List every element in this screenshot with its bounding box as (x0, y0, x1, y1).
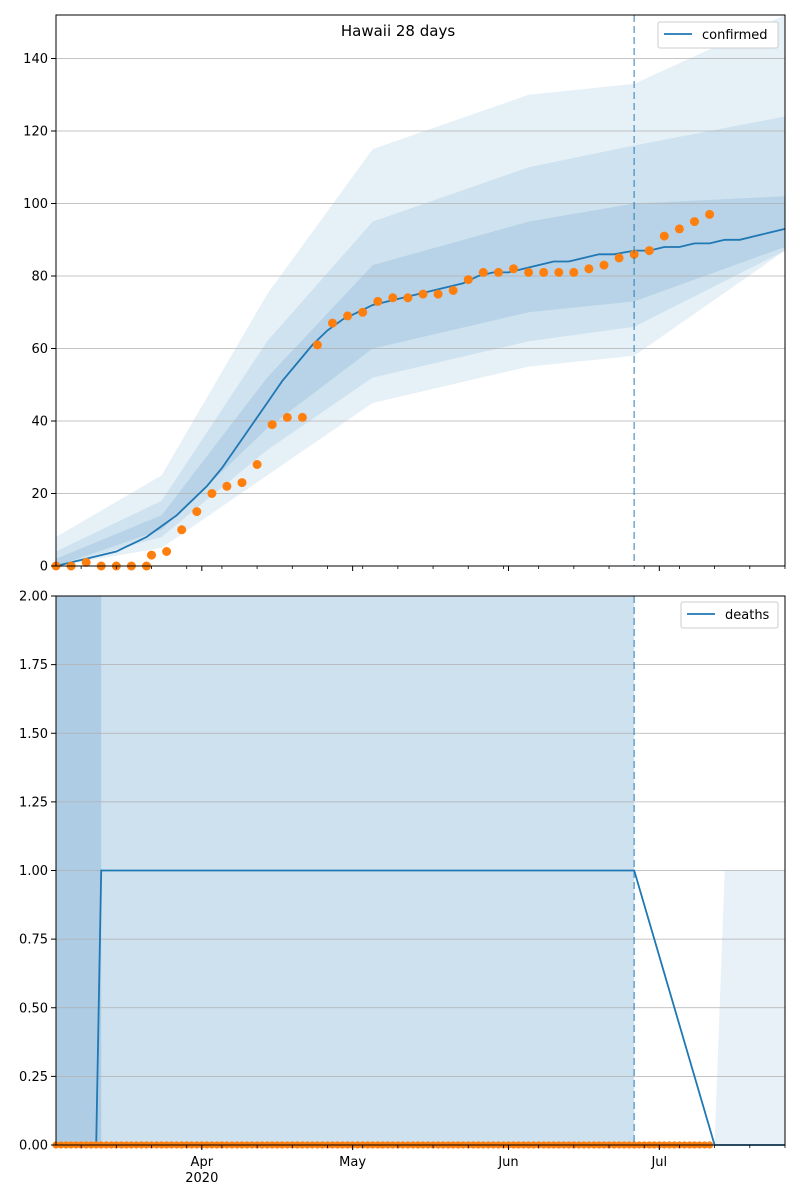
top-y-tick-label: 20 (31, 487, 48, 502)
observed-point (433, 289, 443, 299)
legend-confirmed-label: confirmed (702, 28, 768, 43)
observed-point (584, 264, 594, 274)
bottom-legend: deaths (680, 601, 779, 629)
bottom-y-tick-label: 2.00 (19, 590, 48, 605)
observed-point (478, 267, 488, 277)
observed-point (177, 525, 187, 535)
observed-point (599, 260, 609, 270)
observed-point (554, 267, 564, 277)
top-y-tick-label: 0 (40, 560, 48, 575)
observed-point (252, 460, 262, 469)
legend-deaths-label: deaths (725, 608, 770, 623)
top-y-tick-label: 40 (31, 415, 48, 430)
observed-point (388, 293, 398, 303)
top-gridlines (56, 58, 785, 494)
observed-point (463, 275, 473, 285)
bottom-x-tick-label: May (339, 1155, 366, 1170)
observed-point (644, 246, 654, 256)
observed-point (207, 489, 217, 498)
confirmed-observed-points (51, 209, 715, 571)
bottom-x-tick-label: Apr (191, 1155, 214, 1170)
confirmed-chart: 0 20 40 60 80 100 120 140 Hawaii 28 days confir… (23, 14, 786, 575)
observed-point (282, 412, 292, 422)
observed-point (81, 557, 91, 567)
observed-point (493, 267, 503, 277)
observed-point (418, 289, 428, 299)
observed-point (448, 286, 458, 295)
observed-point (222, 481, 232, 491)
observed-point (147, 550, 156, 560)
observed-point (569, 267, 579, 277)
bottom-y-tick-label: 0.75 (19, 933, 48, 948)
bottom-y-tick-label: 0.25 (19, 1070, 48, 1085)
deaths-chart: 0.00 0.25 0.50 0.75 1.00 1.25 1.50 1.75 2.00 Apr… (19, 590, 786, 1186)
observed-point (267, 420, 277, 430)
observed-point (297, 412, 307, 422)
observed-point (705, 209, 715, 219)
top-y-tick-label: 140 (23, 52, 48, 67)
top-x-axis-ticks (80, 566, 786, 571)
observed-point (312, 340, 322, 350)
top-y-tick-label: 100 (23, 197, 48, 212)
band-middle (56, 116, 785, 566)
confirmed-line (55, 228, 786, 567)
band-inner (56, 196, 785, 567)
top-legend-box (657, 21, 779, 49)
observed-point (674, 224, 684, 234)
chart-title: Hawaii 28 days (341, 22, 455, 40)
observed-point (192, 507, 202, 517)
observed-point (524, 267, 534, 277)
bottom-y-tick-label: 1.75 (19, 658, 48, 673)
top-legend: confirmed (657, 21, 779, 49)
bottom-y-tick-label: 1.25 (19, 795, 48, 810)
observed-point (403, 293, 413, 303)
observed-point (659, 231, 669, 241)
bottom-x-tick-label: Jul (650, 1155, 667, 1170)
observed-point (539, 267, 549, 277)
observed-point (629, 249, 639, 259)
top-y-tick-label: 80 (31, 270, 48, 285)
bottom-legend-box (680, 601, 779, 629)
bottom-y-tick-label: 0.00 (19, 1139, 48, 1154)
observed-point (509, 264, 518, 274)
observed-point (237, 478, 247, 488)
bottom-y-axis-ticks: 0.00 0.25 0.50 0.75 1.00 1.25 1.50 1.75 2.00 (19, 590, 56, 1154)
top-axes-frame (55, 14, 786, 567)
observed-point (328, 318, 337, 328)
observed-point (343, 311, 353, 321)
observed-point (162, 547, 172, 556)
top-y-tick-label: 60 (31, 342, 48, 357)
top-y-axis-ticks: 0 20 40 60 80 100 120 140 (23, 52, 56, 575)
observed-point (614, 253, 624, 263)
observed-point (358, 307, 368, 317)
bottom-y-tick-label: 0.50 (19, 1001, 48, 1016)
bottom-y-tick-label: 1.00 (19, 864, 48, 879)
bottom-y-tick-label: 1.50 (19, 727, 48, 742)
bottom-x-tick-label: Jun (497, 1155, 518, 1170)
bottom-x-tick-year: 2020 (185, 1171, 218, 1186)
observed-point (373, 296, 383, 306)
top-y-tick-label: 120 (23, 125, 48, 140)
observed-point (690, 217, 699, 227)
